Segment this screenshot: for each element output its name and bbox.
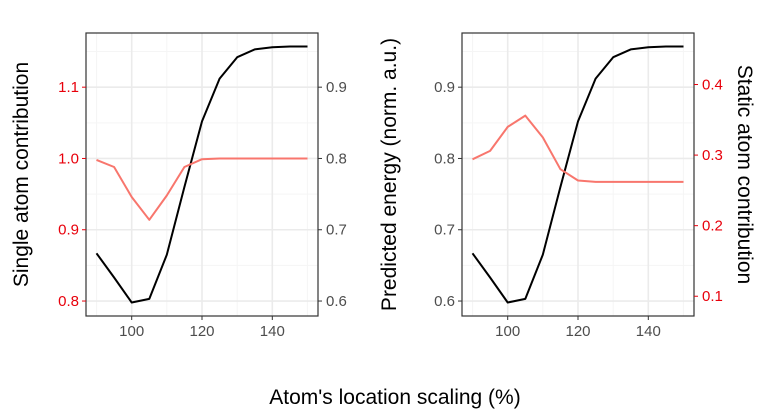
x-tick-label: 140 bbox=[636, 323, 661, 340]
y-right-axis-title: Predicted energy (norm. a.u.) bbox=[378, 38, 401, 311]
series-line-energy bbox=[471, 45, 684, 304]
y-left-tick-label: 1.1 bbox=[58, 79, 79, 96]
y-right-tick-label: 0.8 bbox=[326, 150, 347, 167]
y-left-tick-label: 0.8 bbox=[58, 293, 79, 310]
y-left-tick-label: 0.9 bbox=[58, 222, 79, 239]
y-left-axis-title: Single atom contribution bbox=[10, 62, 33, 287]
y-right-tick-label: 0.9 bbox=[326, 79, 347, 96]
y-right-tick-label: 0.4 bbox=[702, 77, 723, 94]
y-right-tick-label: 0.1 bbox=[702, 288, 723, 305]
x-tick-label: 120 bbox=[189, 323, 214, 340]
series-line-contribution bbox=[96, 157, 308, 221]
y-right-tick-label: 0.6 bbox=[326, 293, 347, 310]
panel-left: 100 120 140 0.8 0.9 1.0 1.1 0.6 0.7 0.8 0.9 Single … bbox=[10, 32, 401, 340]
x-tick-label: 100 bbox=[119, 323, 144, 340]
y-right-axis-title: Static atom contribution bbox=[733, 65, 756, 284]
series-line-contribution bbox=[472, 114, 684, 183]
x-tick-label: 100 bbox=[495, 323, 520, 340]
x-tick-label: 140 bbox=[260, 323, 285, 340]
y-right-tick-label: 0.3 bbox=[702, 147, 723, 164]
panel-right: 100 120 140 0.6 0.7 0.8 0.9 0.1 0.2 0.3 0.4 Static … bbox=[434, 32, 756, 340]
y-right-tick-label: 0.2 bbox=[702, 218, 723, 235]
x-tick-label: 120 bbox=[565, 323, 590, 340]
series-line-energy bbox=[95, 45, 308, 304]
y-right-tick-label: 0.7 bbox=[326, 222, 347, 239]
y-left-tick-label: 0.8 bbox=[434, 150, 455, 167]
y-left-tick-label: 1.0 bbox=[58, 150, 79, 167]
y-left-tick-label: 0.9 bbox=[434, 79, 455, 96]
y-left-tick-label: 0.6 bbox=[434, 293, 455, 310]
x-axis-title: Atom's location scaling (%) bbox=[269, 386, 520, 409]
panels: 100 120 140 0.8 0.9 1.0 1.1 0.6 0.7 0.8 0.9 Single … bbox=[10, 32, 756, 340]
y-left-tick-label: 0.7 bbox=[434, 222, 455, 239]
